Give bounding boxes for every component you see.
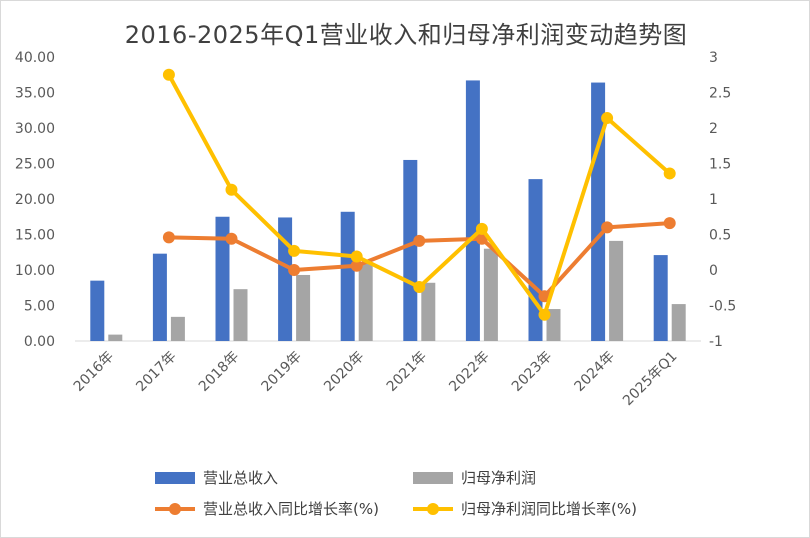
revenue-growth-point [288, 264, 301, 276]
left-axis: 0.00 5.00 10.00 15.00 20.00 25.00 30.00 35.00 40… [15, 50, 55, 350]
x-tick-label: 2018年 [196, 349, 242, 395]
revenue-growth-point [601, 221, 614, 234]
net-profit-growth-point [475, 222, 488, 235]
x-tick-label: 2016年 [71, 349, 117, 395]
chart-title: 2016-2025年Q1营业收入和归母净利润变动趋势图 [124, 21, 688, 49]
x-tick-label: 2025年Q1 [620, 349, 681, 410]
x-tick-label: 2021年 [384, 349, 430, 395]
revenue-growth-point [162, 231, 175, 244]
right-axis: -1 -0.5 0 0.5 1 1.5 2 2.5 3 [709, 50, 736, 350]
revenue-growth-point [663, 217, 676, 230]
net-profit-growth-point [350, 250, 363, 263]
x-tick-label: 2023年 [509, 349, 555, 395]
revenue-bar [278, 217, 293, 341]
legend-swatch-net-profit-growth [413, 502, 453, 516]
net-profit-growth-point [538, 308, 551, 321]
legend-swatch-net-profit [413, 471, 453, 484]
net-profit-bar [358, 262, 373, 341]
revenue-bar [90, 280, 105, 341]
net-profit-bar [609, 240, 624, 341]
net-profit-growth-point [288, 244, 301, 257]
revenue-bar [591, 82, 606, 341]
right-tick-label: 3 [709, 50, 718, 66]
revenue-bar [403, 159, 418, 341]
x-tick-label: 2020年 [321, 349, 367, 395]
bar-layer [90, 80, 686, 342]
net-profit-bar [108, 334, 123, 341]
legend-item-net-profit-growth: 归母净利润同比增长率(%) [413, 498, 637, 519]
legend-swatch-revenue [155, 471, 195, 484]
net-profit-growth-point [601, 112, 614, 125]
revenue-growth-point [350, 259, 363, 272]
right-tick-label: 0.5 [709, 228, 731, 244]
right-tick-label: 1 [709, 192, 718, 208]
left-tick-label: 40.00 [15, 50, 55, 66]
revenue-bar [152, 253, 167, 341]
x-tick-label: 2022年 [446, 349, 492, 395]
right-tick-label: 0 [709, 263, 718, 279]
legend-label-revenue: 营业总收入 [203, 469, 279, 487]
right-tick-label: 2.5 [709, 86, 731, 102]
legend-label-revenue-growth: 营业总收入同比增长率(%) [203, 500, 379, 518]
revenue-bar [215, 216, 230, 341]
net-profit-bar [671, 304, 686, 341]
revenue-bar [340, 211, 355, 341]
legend-item-revenue-growth: 营业总收入同比增长率(%) [155, 498, 379, 519]
left-tick-label: 30.00 [15, 121, 55, 137]
revenue-bar [465, 80, 480, 342]
left-tick-label: 20.00 [15, 192, 55, 208]
x-tick-label: 2019年 [259, 349, 305, 395]
revenue-growth-point [225, 232, 238, 245]
x-tick-label: 2024年 [572, 349, 618, 395]
legend-label-net-profit: 归母净利润 [461, 469, 537, 487]
left-tick-label: 5.00 [24, 299, 55, 315]
left-tick-label: 10.00 [15, 263, 55, 279]
left-tick-label: 25.00 [15, 157, 55, 173]
net-profit-growth-point [413, 281, 426, 294]
right-tick-label: -0.5 [709, 299, 736, 315]
revenue-growth-point [413, 234, 426, 247]
x-axis-labels: 2016年 2017年 2018年 2019年 2020年 2021年 2022年 2023年… [71, 349, 681, 410]
net-profit-growth-point [162, 68, 175, 81]
net-profit-bar [170, 316, 185, 341]
right-tick-label: -1 [709, 334, 723, 350]
revenue-bar [653, 255, 668, 341]
left-tick-label: 35.00 [15, 86, 55, 102]
net-profit-bar [421, 282, 436, 341]
chart-plot: 0.00 5.00 10.00 15.00 20.00 25.00 30.00 35.00 40… [15, 50, 736, 410]
net-profit-bar [483, 248, 498, 341]
legend-item-net-profit: 归母净利润 [413, 467, 536, 488]
right-tick-label: 1.5 [709, 157, 731, 173]
net-profit-growth-point [225, 183, 238, 196]
net-profit-growth-point [663, 167, 676, 180]
legend-item-revenue: 营业总收入 [155, 467, 278, 488]
left-tick-label: 0.00 [24, 334, 55, 350]
chart-legend: 营业总收入 归母净利润 营业总收入同比增长率(%) 归母净利润同比增长率(%) [1, 461, 810, 531]
x-tick-label: 2017年 [133, 349, 179, 395]
right-tick-label: 2 [709, 121, 718, 137]
legend-label-net-profit-growth: 归母净利润同比增长率(%) [461, 500, 637, 518]
legend-swatch-revenue-growth [155, 502, 195, 516]
left-tick-label: 15.00 [15, 228, 55, 244]
line-layer [162, 68, 676, 321]
net-profit-bar [233, 289, 248, 341]
net-profit-bar [296, 274, 311, 341]
